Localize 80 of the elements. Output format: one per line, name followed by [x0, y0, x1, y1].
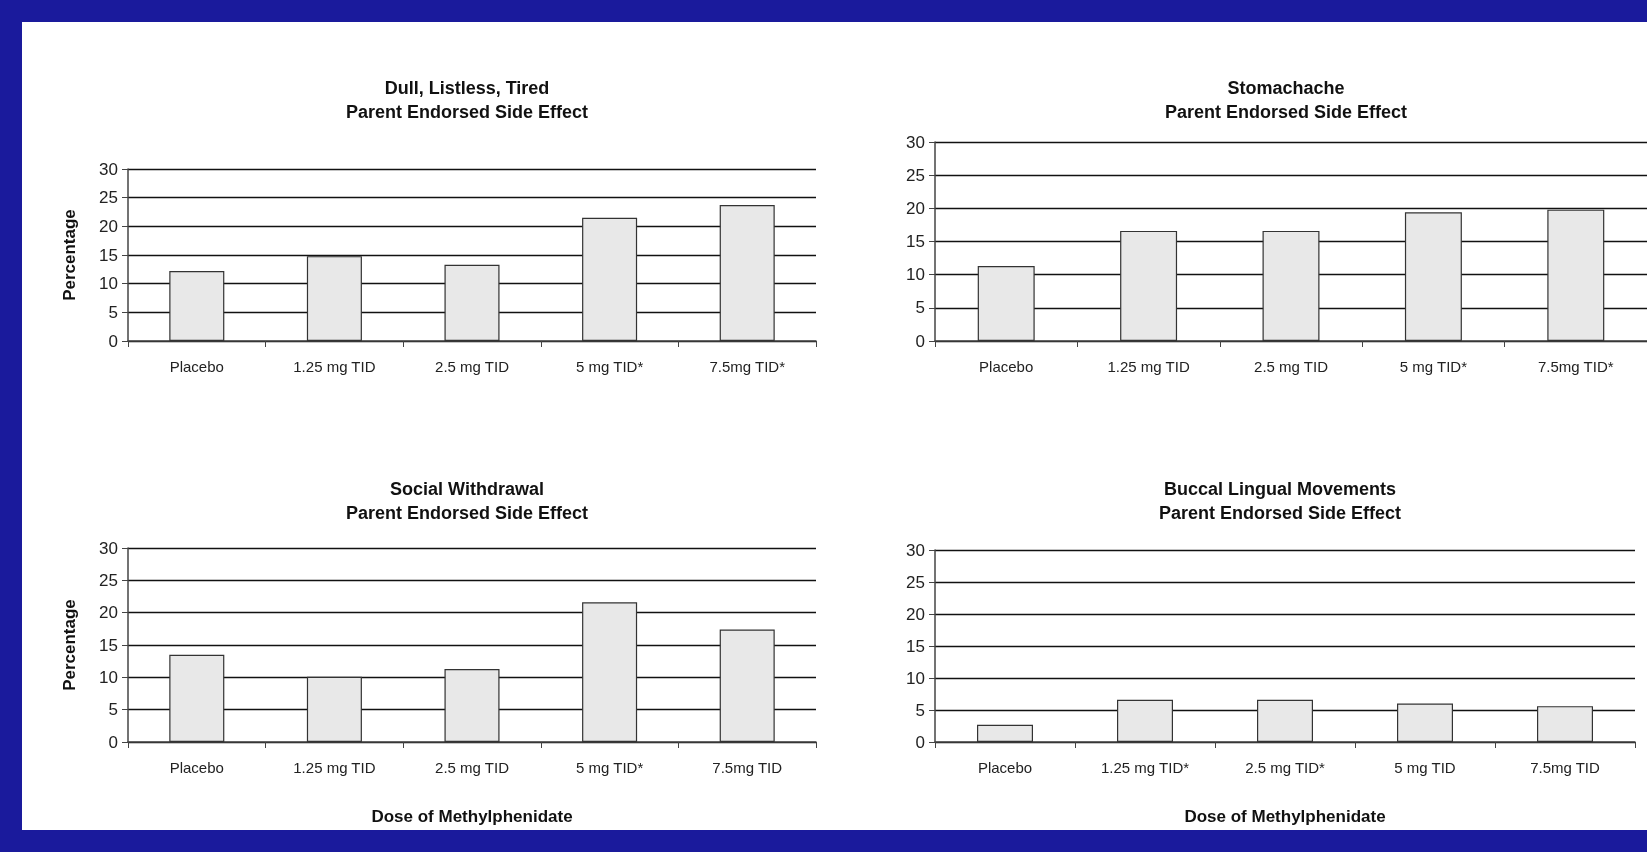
x-tick-label: 7.5mg TID* [1538, 358, 1614, 375]
bar [1537, 706, 1593, 742]
x-tick-label: 5 mg TID* [1399, 358, 1468, 375]
chart-subtitle: Parent Endorsed Side Effect [1158, 503, 1402, 523]
x-tick-label: 7.5mg TID* [709, 358, 786, 375]
chart-title: Stomachache [1227, 78, 1345, 98]
y-tick-label: 15 [99, 245, 118, 265]
bar [1257, 699, 1313, 742]
y-tick-label: 20 [99, 216, 118, 236]
bar [444, 264, 500, 341]
x-tick-label: 1.25 mg TID [1107, 358, 1190, 375]
x-tick-label: 2.5 mg TID [435, 759, 510, 776]
x-tick-label: 1.25 mg TID* [1100, 759, 1190, 776]
y-tick-label: 30 [99, 159, 118, 179]
bar [1117, 699, 1173, 742]
x-axis-title: Dose of Methylphenidate [371, 807, 573, 826]
bar [169, 654, 225, 742]
bar [582, 602, 638, 742]
x-tick-label: 1.25 mg TID [293, 759, 376, 776]
y-axis-title: Percentage [60, 599, 79, 691]
x-tick-label: 7.5mg TID [712, 759, 783, 776]
bar [977, 266, 1035, 341]
x-tick-label: 5 mg TID* [575, 759, 644, 776]
bar [306, 676, 362, 742]
y-axis-title: Percentage [60, 209, 79, 301]
y-tick-label: 10 [99, 274, 118, 294]
chart-title: Dull, Listless, Tired [384, 78, 550, 98]
bar [169, 271, 225, 341]
y-tick-label: 30 [99, 538, 118, 558]
x-tick-label: Placebo [977, 759, 1033, 776]
x-tick-label: 5 mg TID* [575, 358, 644, 375]
bar [719, 629, 775, 742]
y-tick-label: 5 [915, 700, 925, 720]
y-tick-label: 15 [906, 636, 925, 656]
y-tick-label: 25 [906, 165, 925, 185]
x-tick-label: 7.5mg TID [1530, 759, 1601, 776]
x-tick-label: Placebo [169, 759, 224, 776]
x-tick-label: Placebo [169, 358, 224, 375]
bar [1262, 230, 1320, 341]
chart-title: Social Withdrawal [390, 479, 544, 499]
y-tick-label: 0 [108, 732, 118, 752]
y-tick-label: 15 [99, 635, 118, 655]
chart-subtitle: Parent Endorsed Side Effect [345, 503, 589, 523]
bar [582, 217, 638, 341]
y-tick-label: 0 [915, 331, 925, 351]
x-tick-label: 2.5 mg TID [1254, 358, 1329, 375]
x-tick-label: Placebo [979, 358, 1034, 375]
bar [977, 724, 1033, 742]
x-tick-label: 1.25 mg TID [293, 358, 376, 375]
y-tick-label: 20 [99, 603, 118, 623]
y-tick-label: 0 [915, 732, 925, 752]
y-tick-label: 0 [108, 331, 118, 351]
y-tick-label: 10 [906, 668, 925, 688]
y-tick-label: 10 [99, 667, 118, 687]
y-tick-label: 10 [906, 265, 925, 285]
bar [444, 668, 500, 742]
y-tick-label: 5 [915, 298, 925, 318]
bar [719, 205, 775, 341]
x-tick-label: 5 mg TID [1394, 759, 1456, 776]
y-tick-label: 30 [906, 540, 925, 560]
y-tick-label: 25 [906, 572, 925, 592]
x-axis-title: Dose of Methylphenidate [1184, 807, 1386, 826]
y-tick-label: 5 [108, 302, 118, 322]
y-tick-label: 20 [906, 198, 925, 218]
bar [1397, 703, 1453, 742]
x-tick-label: 2.5 mg TID [435, 358, 510, 375]
bar [306, 256, 362, 341]
y-tick-label: 25 [99, 188, 118, 208]
y-tick-label: 25 [99, 570, 118, 590]
x-tick-label: 2.5 mg TID* [1245, 759, 1326, 776]
chart-subtitle: Parent Endorsed Side Effect [345, 102, 589, 122]
y-tick-label: 5 [108, 700, 118, 720]
y-tick-label: 30 [906, 132, 925, 152]
y-tick-label: 20 [906, 604, 925, 624]
chart-title: Buccal Lingual Movements [1163, 479, 1397, 499]
chart-subtitle: Parent Endorsed Side Effect [1164, 102, 1408, 122]
bar [1547, 209, 1605, 341]
bar [1404, 212, 1462, 341]
bar [1120, 230, 1178, 341]
y-tick-label: 15 [906, 232, 925, 251]
